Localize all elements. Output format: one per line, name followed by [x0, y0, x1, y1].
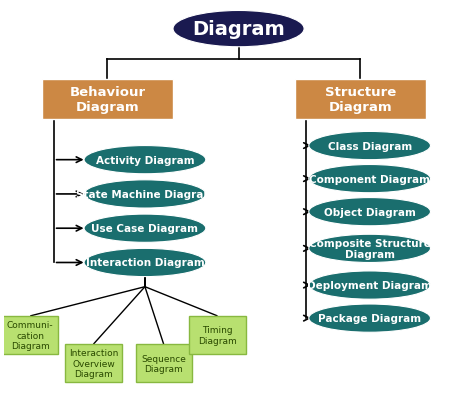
Ellipse shape [309, 165, 430, 193]
Text: Package Diagram: Package Diagram [318, 313, 421, 323]
Text: Interaction
Overview
Diagram: Interaction Overview Diagram [69, 349, 118, 378]
Ellipse shape [84, 215, 206, 243]
Ellipse shape [309, 198, 430, 226]
Text: Communi-
cation
Diagram: Communi- cation Diagram [7, 320, 54, 350]
Text: Use Case Diagram: Use Case Diagram [91, 224, 199, 234]
Ellipse shape [84, 249, 206, 277]
Text: Composite Structure
Diagram: Composite Structure Diagram [309, 238, 430, 260]
Ellipse shape [309, 304, 430, 333]
Text: Diagram: Diagram [192, 20, 285, 39]
Text: Object Diagram: Object Diagram [324, 207, 416, 217]
Text: Class Diagram: Class Diagram [328, 141, 412, 151]
Text: Activity Diagram: Activity Diagram [96, 155, 194, 165]
Text: Structure
Diagram: Structure Diagram [325, 86, 396, 114]
Text: Deployment Diagram: Deployment Diagram [307, 280, 432, 290]
Ellipse shape [309, 132, 430, 160]
FancyBboxPatch shape [136, 344, 192, 382]
Text: Sequence
Diagram: Sequence Diagram [141, 354, 186, 373]
Text: Timing
Diagram: Timing Diagram [198, 326, 237, 345]
Text: Interaction Diagram: Interaction Diagram [85, 258, 204, 268]
Text: Component Diagram: Component Diagram [309, 174, 430, 184]
Text: Behaviour
Diagram: Behaviour Diagram [69, 86, 146, 114]
Text: State Machine Diagram: State Machine Diagram [76, 190, 214, 199]
FancyBboxPatch shape [295, 80, 426, 120]
Ellipse shape [309, 234, 430, 263]
Ellipse shape [84, 180, 206, 209]
Ellipse shape [84, 146, 206, 174]
FancyBboxPatch shape [65, 344, 121, 382]
FancyBboxPatch shape [42, 80, 173, 120]
FancyBboxPatch shape [2, 316, 58, 354]
FancyBboxPatch shape [190, 316, 246, 354]
Ellipse shape [309, 271, 430, 299]
Ellipse shape [173, 11, 304, 48]
